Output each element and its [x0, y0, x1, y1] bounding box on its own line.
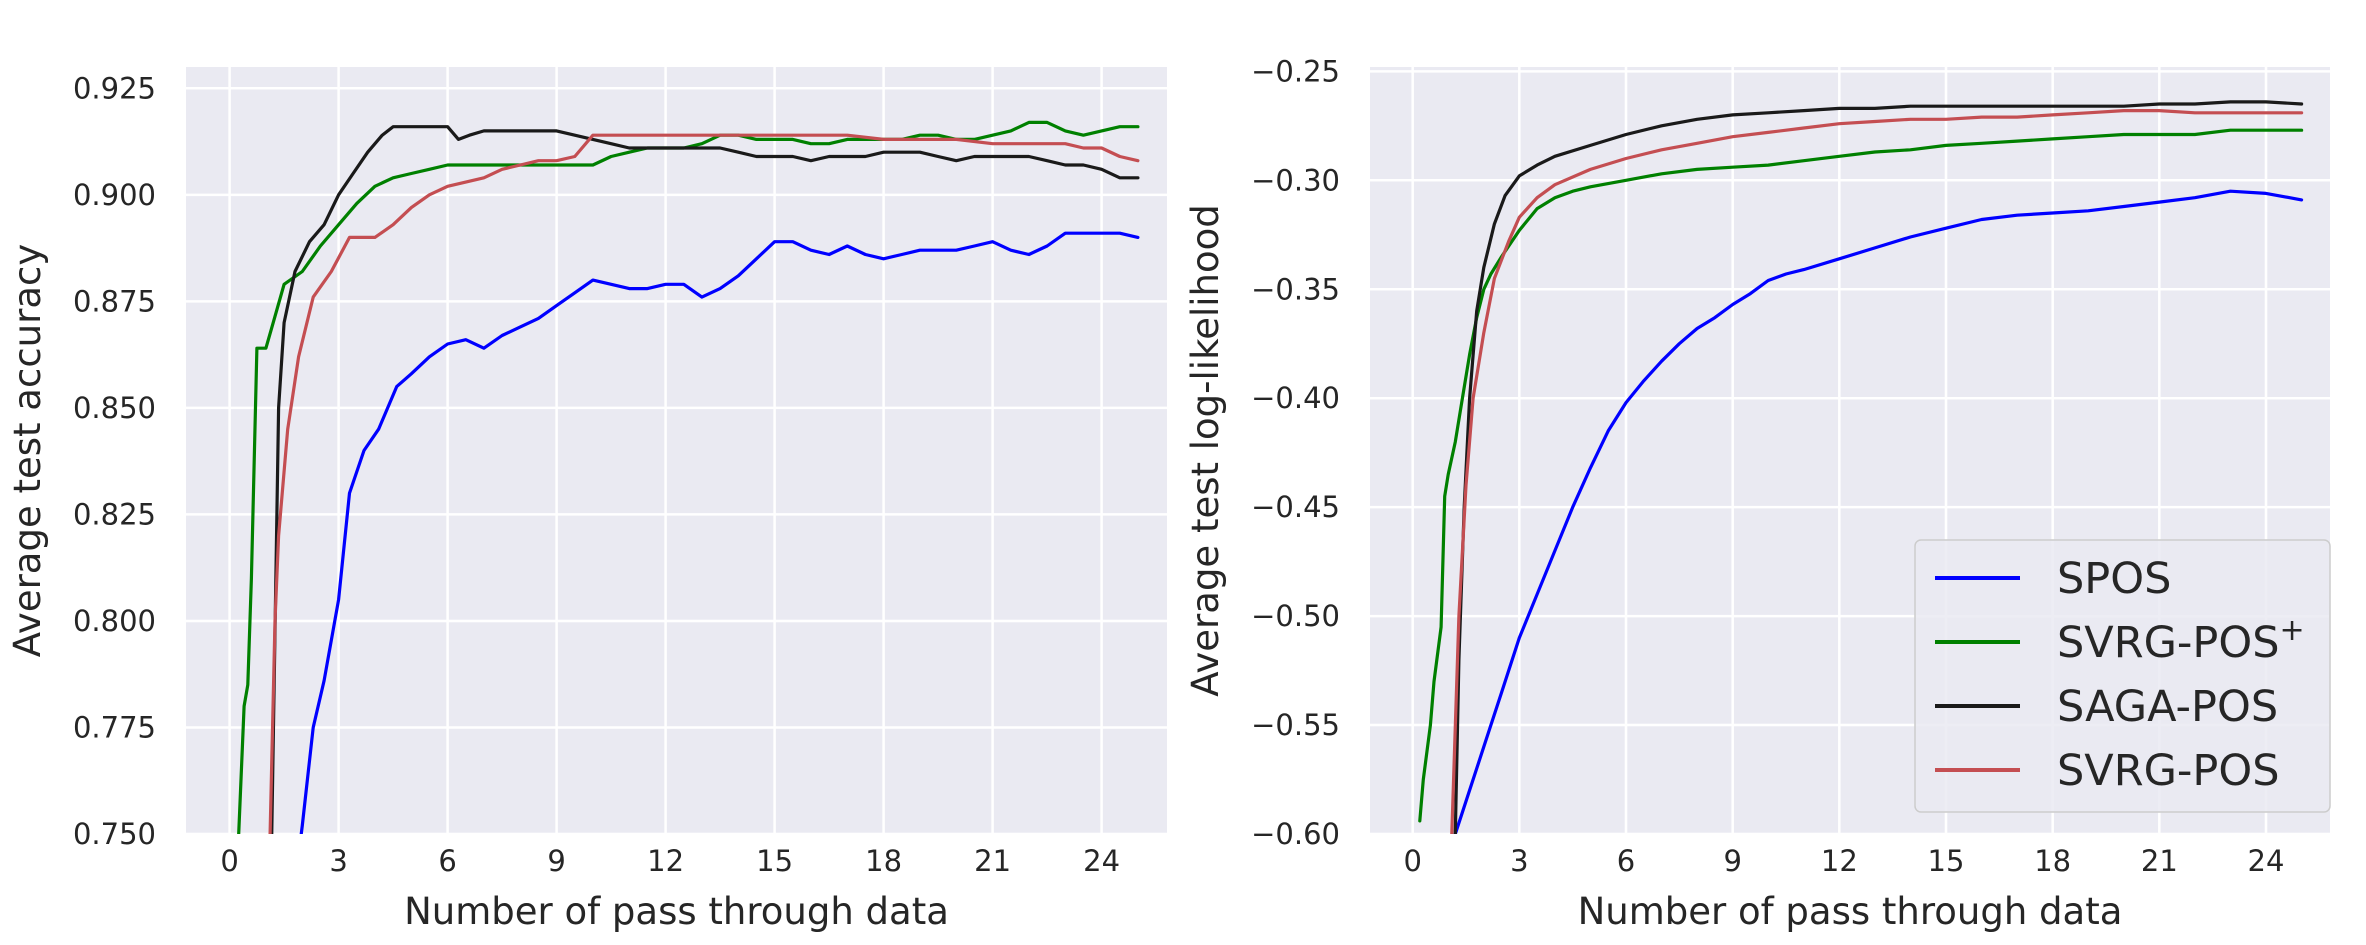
- series-group: [237, 120, 1140, 834]
- y-tick-label: −0.40: [1251, 381, 1340, 415]
- series-line-svrg-pos-: [1418, 128, 2304, 823]
- y-tick-label: −0.45: [1251, 490, 1340, 524]
- x-tick-label: 3: [1510, 844, 1528, 878]
- y-tick-label: 0.900: [73, 178, 156, 212]
- x-tick-label: 21: [2141, 844, 2178, 878]
- series-group: [1418, 100, 2304, 834]
- x-tick-label: 21: [974, 844, 1011, 878]
- y-tick-label: 0.850: [73, 391, 156, 425]
- x-axis-label: Number of pass through data: [404, 890, 949, 933]
- chart-panel-1: 0 3 6 9 12 15 18 21 24 0.750 0.775 0.800 0.825 0.850 0…: [6, 67, 1167, 933]
- legend-label: SPOS: [2057, 554, 2171, 604]
- plot-area: [186, 67, 1167, 834]
- y-tick-label: −0.35: [1251, 272, 1340, 306]
- x-tick-label: 18: [2034, 844, 2071, 878]
- y-tick-label: −0.60: [1251, 817, 1340, 851]
- y-tick-label: −0.55: [1251, 708, 1340, 742]
- x-tick-label: 6: [1617, 844, 1635, 878]
- legend-label: SVRG-POS: [2057, 746, 2280, 796]
- x-tick-label: 15: [1928, 844, 1965, 878]
- legend-label: SAGA-POS: [2057, 682, 2278, 732]
- y-tick-label: 0.925: [73, 71, 156, 105]
- y-tick-label: 0.800: [73, 604, 156, 638]
- x-tick-label: 9: [1723, 844, 1741, 878]
- legend: SPOS SVRG-POS+ SAGA-POS SVRG-POS: [1914, 539, 2331, 813]
- y-axis-label: Average test log-likelihood: [1184, 204, 1227, 696]
- series-line-spos: [1453, 189, 2304, 834]
- y-tick-label: −0.30: [1251, 163, 1340, 197]
- y-tick-label: −0.50: [1251, 599, 1340, 633]
- x-tick-label: 0: [1403, 844, 1421, 878]
- chart-panel-2: 0 3 6 9 12 15 18 21 24 −0.60 −0.55 −0.50 −0.45 −0.40 −…: [1184, 54, 2331, 933]
- x-tick-label: 18: [865, 844, 902, 878]
- x-tick-label: 0: [220, 844, 238, 878]
- legend-label: SVRG-POS+: [2057, 613, 2305, 668]
- x-tick-label: 24: [2248, 844, 2285, 878]
- x-tick-label: 9: [547, 844, 565, 878]
- series-line-saga-pos: [270, 125, 1140, 834]
- x-tick-label: 12: [647, 844, 684, 878]
- x-tick-label: 12: [1821, 844, 1858, 878]
- series-line-spos: [299, 231, 1140, 834]
- y-tick-label: −0.25: [1251, 54, 1340, 88]
- x-tick-label: 3: [329, 844, 347, 878]
- y-tick-label: 0.875: [73, 284, 156, 318]
- y-tick-label: 0.750: [73, 817, 156, 851]
- y-tick-label: 0.825: [73, 497, 156, 531]
- legend-frame: [1914, 539, 2331, 813]
- x-tick-label: 15: [756, 844, 793, 878]
- x-axis-label: Number of pass through data: [1578, 890, 2123, 933]
- series-line-saga-pos: [1453, 100, 2304, 834]
- series-line-svrg-pos: [268, 133, 1140, 834]
- series-line-svrg-pos: [1450, 109, 2304, 834]
- x-tick-label: 6: [438, 844, 456, 878]
- y-tick-label: 0.775: [73, 710, 156, 744]
- x-tick-label: 24: [1083, 844, 1120, 878]
- y-axis-label: Average test accuracy: [6, 244, 49, 657]
